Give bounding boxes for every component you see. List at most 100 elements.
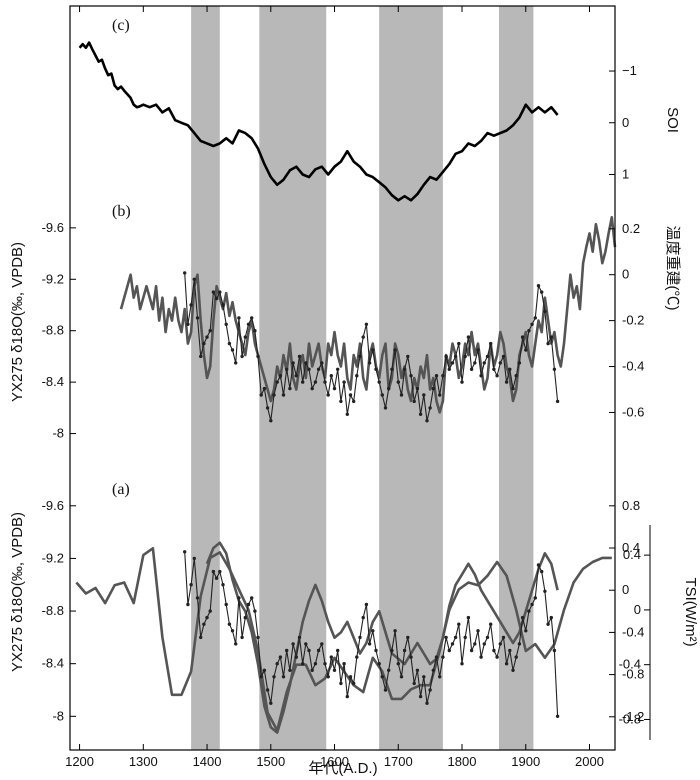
panel-2-right-tick-label: 0 [622,582,629,597]
panel-1-series-1-point [345,412,349,416]
panel-2-series-2-point [514,655,518,659]
panel-2-series-2-point [189,583,193,587]
panel-2-series-2-point [533,596,537,600]
panel-2-series-2-point [434,655,439,659]
panel-2-series-2-point [444,635,448,640]
panel-1-left-tick-label: -9.6 [42,220,64,235]
panel-2-series-2-point [489,622,493,626]
panel-1-series-1-point [457,341,461,346]
panel-1-series-1-point [501,354,506,359]
panel-2-series-2-point [364,602,369,607]
panel-2-series-2-point [294,655,298,659]
panel-1-series-1-point [444,354,448,359]
panel-2-series-2-point [540,569,544,574]
panel-2-left-tick-label: -9.6 [42,498,64,513]
panel-1-series-1-point [214,296,219,301]
panel-1-series-1-point [520,335,525,339]
panel-2-series-2-point [256,635,260,640]
panel-2-series-2-point [530,602,534,607]
panel-1-series-1-point [250,316,254,320]
panel-1-series-1-point [227,341,232,346]
panel-1-series-1-point [387,386,391,391]
panel-1-series-1-point [294,374,298,378]
panel-1-series-1-point [371,348,375,352]
right-axis-title-b: 温度重建(℃) [664,226,681,311]
panel-1-series-1-point [476,348,480,352]
panel-label-b: (b) [112,203,131,220]
panel-1-series-1-point [313,380,318,384]
panel-label-a: (a) [112,481,130,498]
panel-1-series-1-point [208,329,212,333]
panel-1-series-1-point [218,290,222,294]
panel-2-series-2-point [383,688,388,692]
panel-2-series-2-point [402,648,407,653]
panel-1-series-1-point [514,374,518,378]
panel-0-right-tick-label: −1 [622,63,637,78]
panel-1-series-1-point [466,335,471,339]
panel-2-series-2-point [473,642,477,646]
panel-2-series-2-point [329,655,333,659]
panel-1-series-1-point [364,322,369,326]
panel-1-series-1-point [383,406,388,410]
left-axis-title-a: YX275 δ18O(‰, VPDB) [9,512,26,672]
panel-1-right-tick-label: -0.6 [622,404,644,419]
panel-2-series-2-point [393,629,397,633]
panel-1-series-1-point [393,348,397,352]
x-tick-label-1900: 1900 [511,754,540,769]
panel-1-series-1-point [428,406,432,410]
panel-1-series-1-point [316,367,321,371]
panel-2-series-2-point [361,615,365,620]
panel-1-right-tick-label: 0 [622,267,629,282]
panel-2-series-2-point [240,635,244,640]
panel-1-series-1-point [450,361,455,365]
panel-1-series-1-point [278,374,283,378]
x-tick-label-1500: 1500 [256,754,285,769]
panel-2-left-tick-label: -8.4 [42,656,64,671]
panel-1-series-1-point [504,380,509,384]
panel-2-series-2-point [399,675,404,679]
panel-0-right-tick-label: 1 [622,166,629,181]
x-tick-label-1400: 1400 [193,754,222,769]
panel-1-series-1-point [355,374,359,378]
panel-2-series-2-point [479,655,483,659]
panel-2-series-2-point [549,615,553,620]
panel-1-series-1-point [224,322,228,326]
panel-2-series-2-point [269,701,273,705]
panel-1-series-1-point [186,322,190,326]
panel-1-series-1-point [367,361,372,365]
panel-1-series-1-point [262,386,267,391]
panel-2-series-2-point [524,629,528,633]
panel-1-series-1-point [422,393,426,397]
panel-1-series-1-point [552,367,557,371]
x-tick-label-1300: 1300 [129,754,158,769]
panel-2-series-2-point [199,635,203,640]
panel-1-series-1-point [530,322,534,326]
panel-1-series-1-point [402,367,407,371]
panel-1-series-1-point [211,290,216,294]
panel-2-series-2-point [501,635,506,640]
panel-1-series-1-point [453,354,458,359]
panel-1-series-1-point [329,374,333,378]
plot-frame [69,5,616,751]
panel-2-series-2-point [221,583,225,587]
panel-1-series-1-point [256,354,260,359]
x-tick-label-1700: 1700 [384,754,413,769]
panel-1-series-1-point [546,341,550,346]
panel-2-series-2-point [422,675,426,679]
panel-2-series-2-point [453,635,458,640]
panel-2-series-2-point [192,556,196,561]
panel-1-series-1-point [348,393,353,397]
panel-2-series-2-point [297,635,302,640]
panel-1-series-1-point [291,361,295,365]
panel-1-left-tick-label: -8.8 [42,323,64,338]
panel-2-series-2-point [377,662,381,666]
panel-2-series-2-point [288,668,292,672]
panel-2-series-2-point [418,694,423,699]
panel-2-series-2-point [492,648,496,653]
panel-1-series-1-point [221,303,225,307]
panel-1-series-1-point [555,399,560,404]
panel-2-series-2-point [469,648,474,653]
panel-2-series-2-point [195,596,200,600]
panel-2-series-2-point [243,615,247,620]
panel-1-series-0-line [119,216,617,414]
